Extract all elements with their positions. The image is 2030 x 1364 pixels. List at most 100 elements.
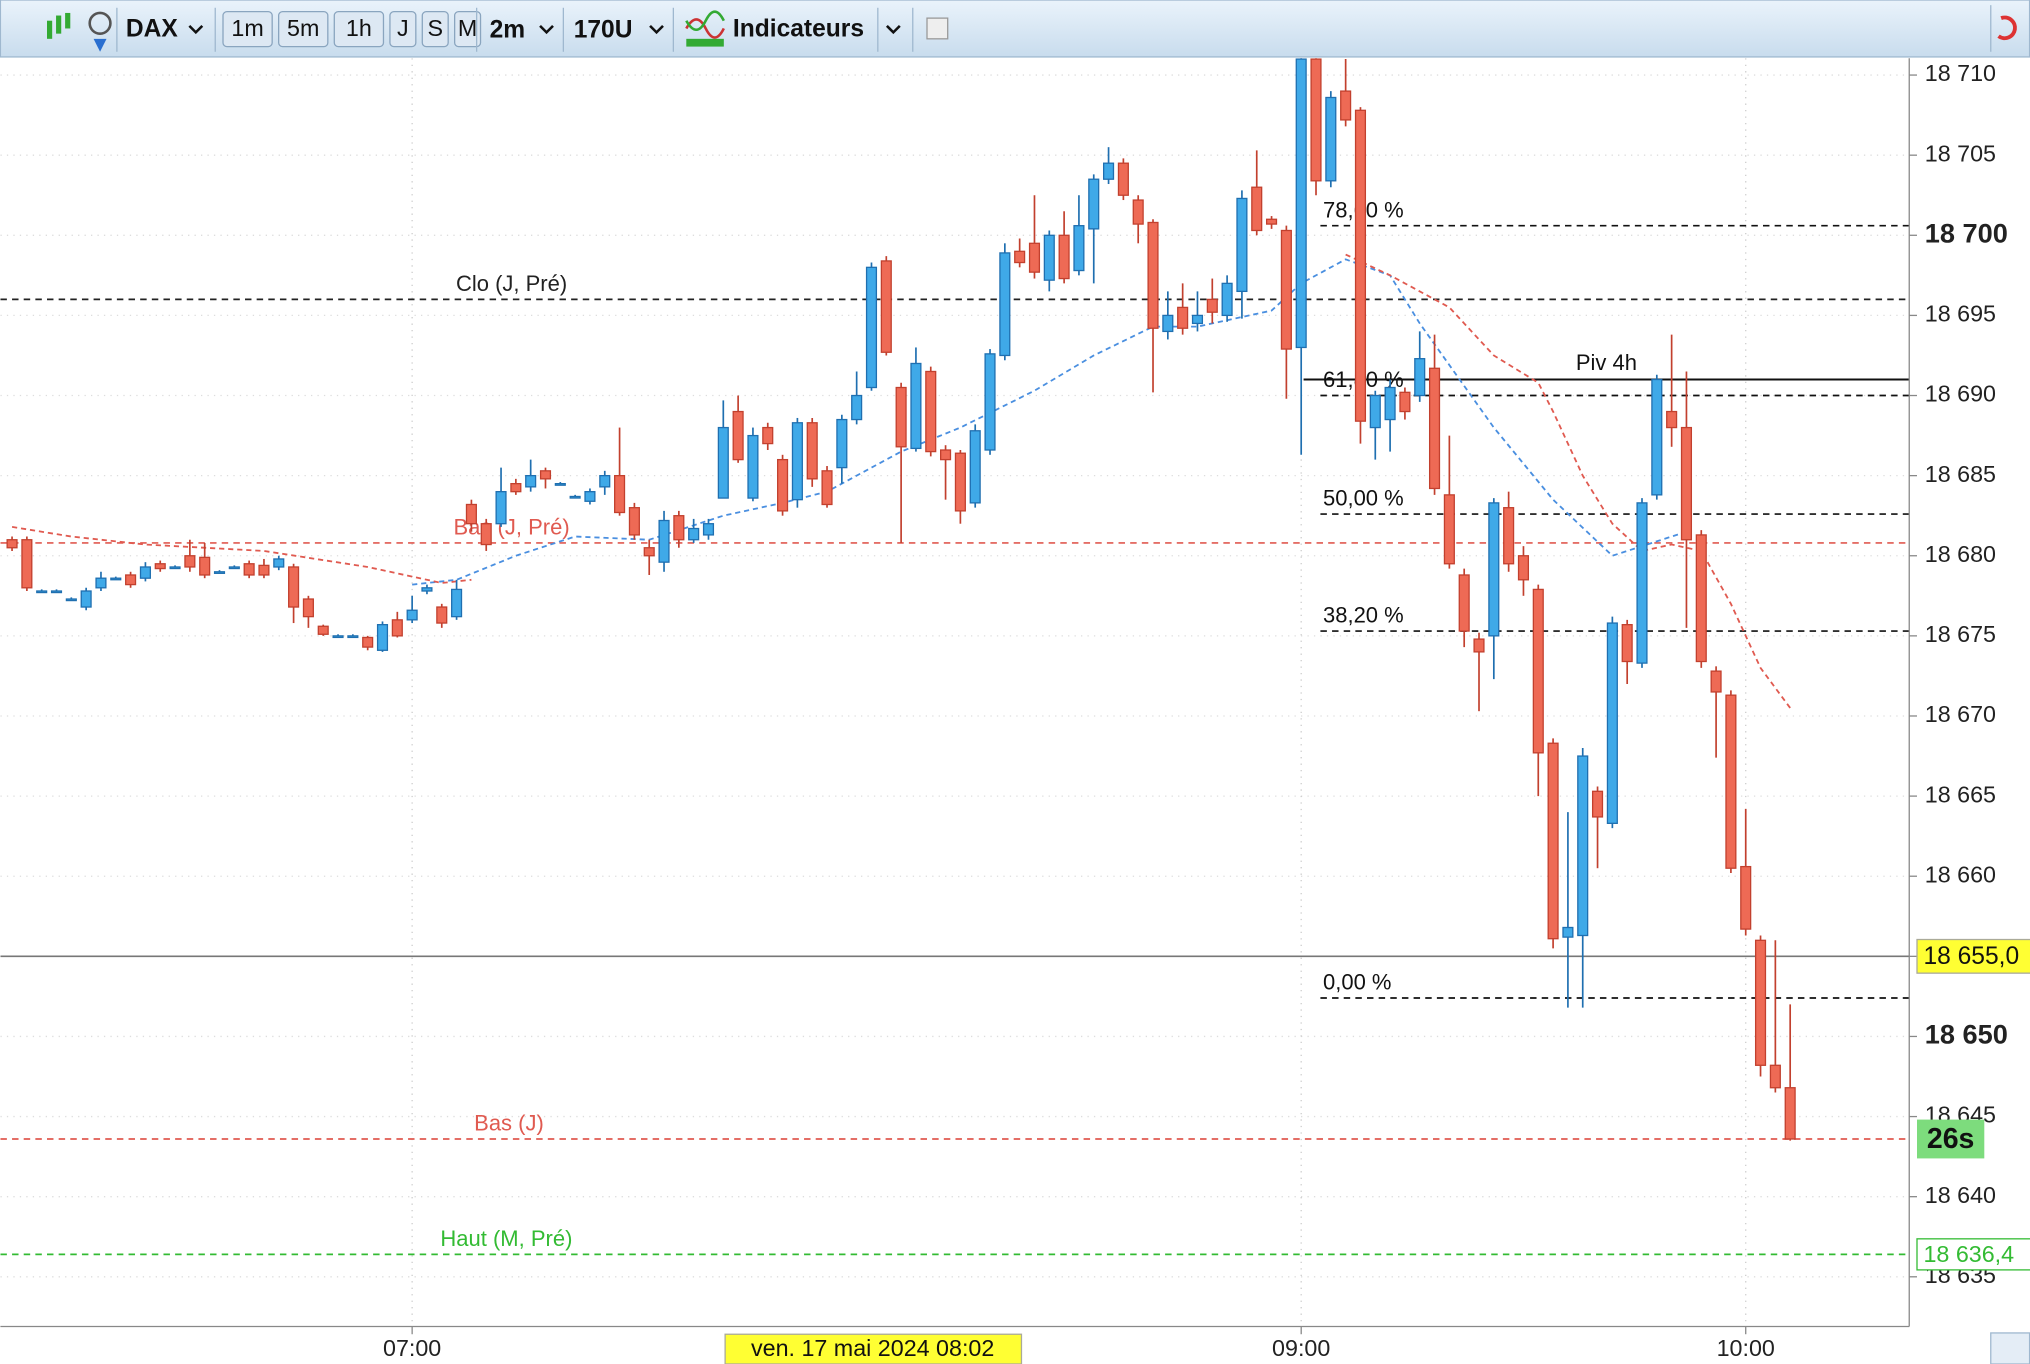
candle-body (791, 422, 803, 501)
level-label: Bas (J) (474, 1111, 544, 1136)
period-label: J (397, 15, 409, 41)
level-value-box (1916, 1238, 2030, 1271)
toolbar: DAX 1m 5m 1h J S M 2m 170U Indicateurs (0, 0, 2030, 58)
candle-body (480, 523, 492, 546)
period-label: 1h (346, 15, 372, 41)
indicators[interactable]: Indicateurs (733, 15, 864, 42)
symbol[interactable]: DAX (126, 15, 178, 42)
candle-body (821, 470, 833, 506)
indicator-icon[interactable] (685, 10, 725, 47)
candle-body (495, 491, 507, 525)
period-button[interactable] (333, 11, 385, 48)
candle-body (569, 495, 581, 499)
candle-body (584, 491, 596, 502)
y-tick-label: 18 665 (1925, 781, 1996, 807)
refresh-button[interactable] (1997, 15, 2017, 41)
level-value-label: 18 636,4 (1923, 1241, 2014, 1267)
fib-label: 50,00 % (1323, 486, 1404, 511)
fib-label: 38,20 % (1323, 603, 1404, 628)
candle-body (1177, 306, 1189, 329)
info-button[interactable] (926, 17, 949, 40)
candle-body (1517, 555, 1530, 581)
candle-body (1725, 694, 1737, 869)
candle-body (421, 587, 433, 592)
y-tick-label: 18 675 (1925, 621, 1996, 647)
period-button[interactable] (421, 11, 449, 48)
candle-body (1369, 394, 1381, 429)
candle-body (302, 598, 314, 618)
export-button[interactable] (1990, 1332, 2030, 1364)
candle-body (910, 362, 922, 450)
candle-body (1577, 755, 1589, 937)
candle-body (1132, 199, 1144, 225)
candle-body (1651, 378, 1663, 496)
candle-body (391, 619, 403, 637)
candle-body (1636, 502, 1648, 664)
interval[interactable]: 2m (490, 17, 526, 44)
last-price-label: 18 655,0 (1923, 943, 2019, 970)
candle-body (125, 574, 137, 586)
countdown: 26s (1927, 1123, 1975, 1155)
candle-body (80, 590, 92, 608)
y-tick-label: 18 690 (1925, 381, 1996, 407)
candle-body (1310, 58, 1322, 182)
candle-body (1340, 90, 1352, 121)
moving-average (412, 258, 1687, 586)
period-button[interactable] (278, 11, 329, 48)
candle-body (628, 507, 640, 536)
candle-body (732, 410, 744, 461)
candle-body (1043, 234, 1055, 281)
period-button[interactable] (454, 11, 482, 48)
candle-body (169, 566, 181, 570)
candle-body (1414, 358, 1426, 397)
candle-body (65, 598, 77, 602)
candles-icon[interactable] (47, 12, 71, 39)
candle-body (865, 266, 878, 389)
candle-body (717, 426, 729, 499)
period-button[interactable] (389, 11, 417, 48)
candle-body (554, 483, 566, 486)
x-tick-label: 07:00 (383, 1335, 441, 1361)
candle-body (1591, 790, 1604, 818)
candle-body (1606, 622, 1618, 824)
candle-body (1206, 298, 1218, 313)
y-tick-label: 18 705 (1925, 140, 1996, 166)
candle-body (139, 566, 151, 579)
candle-body (199, 556, 211, 576)
candle-body (288, 566, 300, 608)
cursor-icon[interactable] (88, 11, 112, 52)
candle-body (762, 426, 774, 445)
candle-body (50, 590, 63, 594)
units[interactable]: 170U (574, 17, 633, 44)
candle-body (658, 519, 670, 563)
candle-body (36, 590, 48, 594)
candle-body (1073, 225, 1085, 272)
candle-body (1028, 242, 1041, 273)
y-tick-label: 18 700 (1925, 217, 2008, 248)
candle-body (1191, 314, 1204, 325)
candle-body (599, 474, 611, 488)
y-tick-label: 18 680 (1925, 541, 1996, 567)
candle-body (880, 260, 892, 353)
candle-body (1088, 178, 1100, 230)
candle-body (1458, 574, 1470, 632)
candle-body (1236, 197, 1248, 293)
candle-body (954, 452, 966, 512)
candle-body (836, 418, 848, 469)
candle-body (1666, 410, 1678, 429)
period-label: M (458, 15, 477, 41)
candle-body (969, 430, 981, 504)
period-button[interactable] (222, 11, 273, 48)
candle-body (984, 353, 996, 451)
level-label: Haut (M, Pré) (440, 1226, 572, 1251)
candle-body (510, 483, 522, 493)
countdown-box (1917, 1119, 1985, 1159)
candle-body (925, 370, 937, 453)
candle-body (777, 458, 789, 512)
candle-body (940, 449, 952, 461)
candle-body (1117, 162, 1129, 196)
candle-body (614, 474, 626, 514)
candle-body (1428, 367, 1441, 490)
candle-body (1740, 865, 1752, 930)
